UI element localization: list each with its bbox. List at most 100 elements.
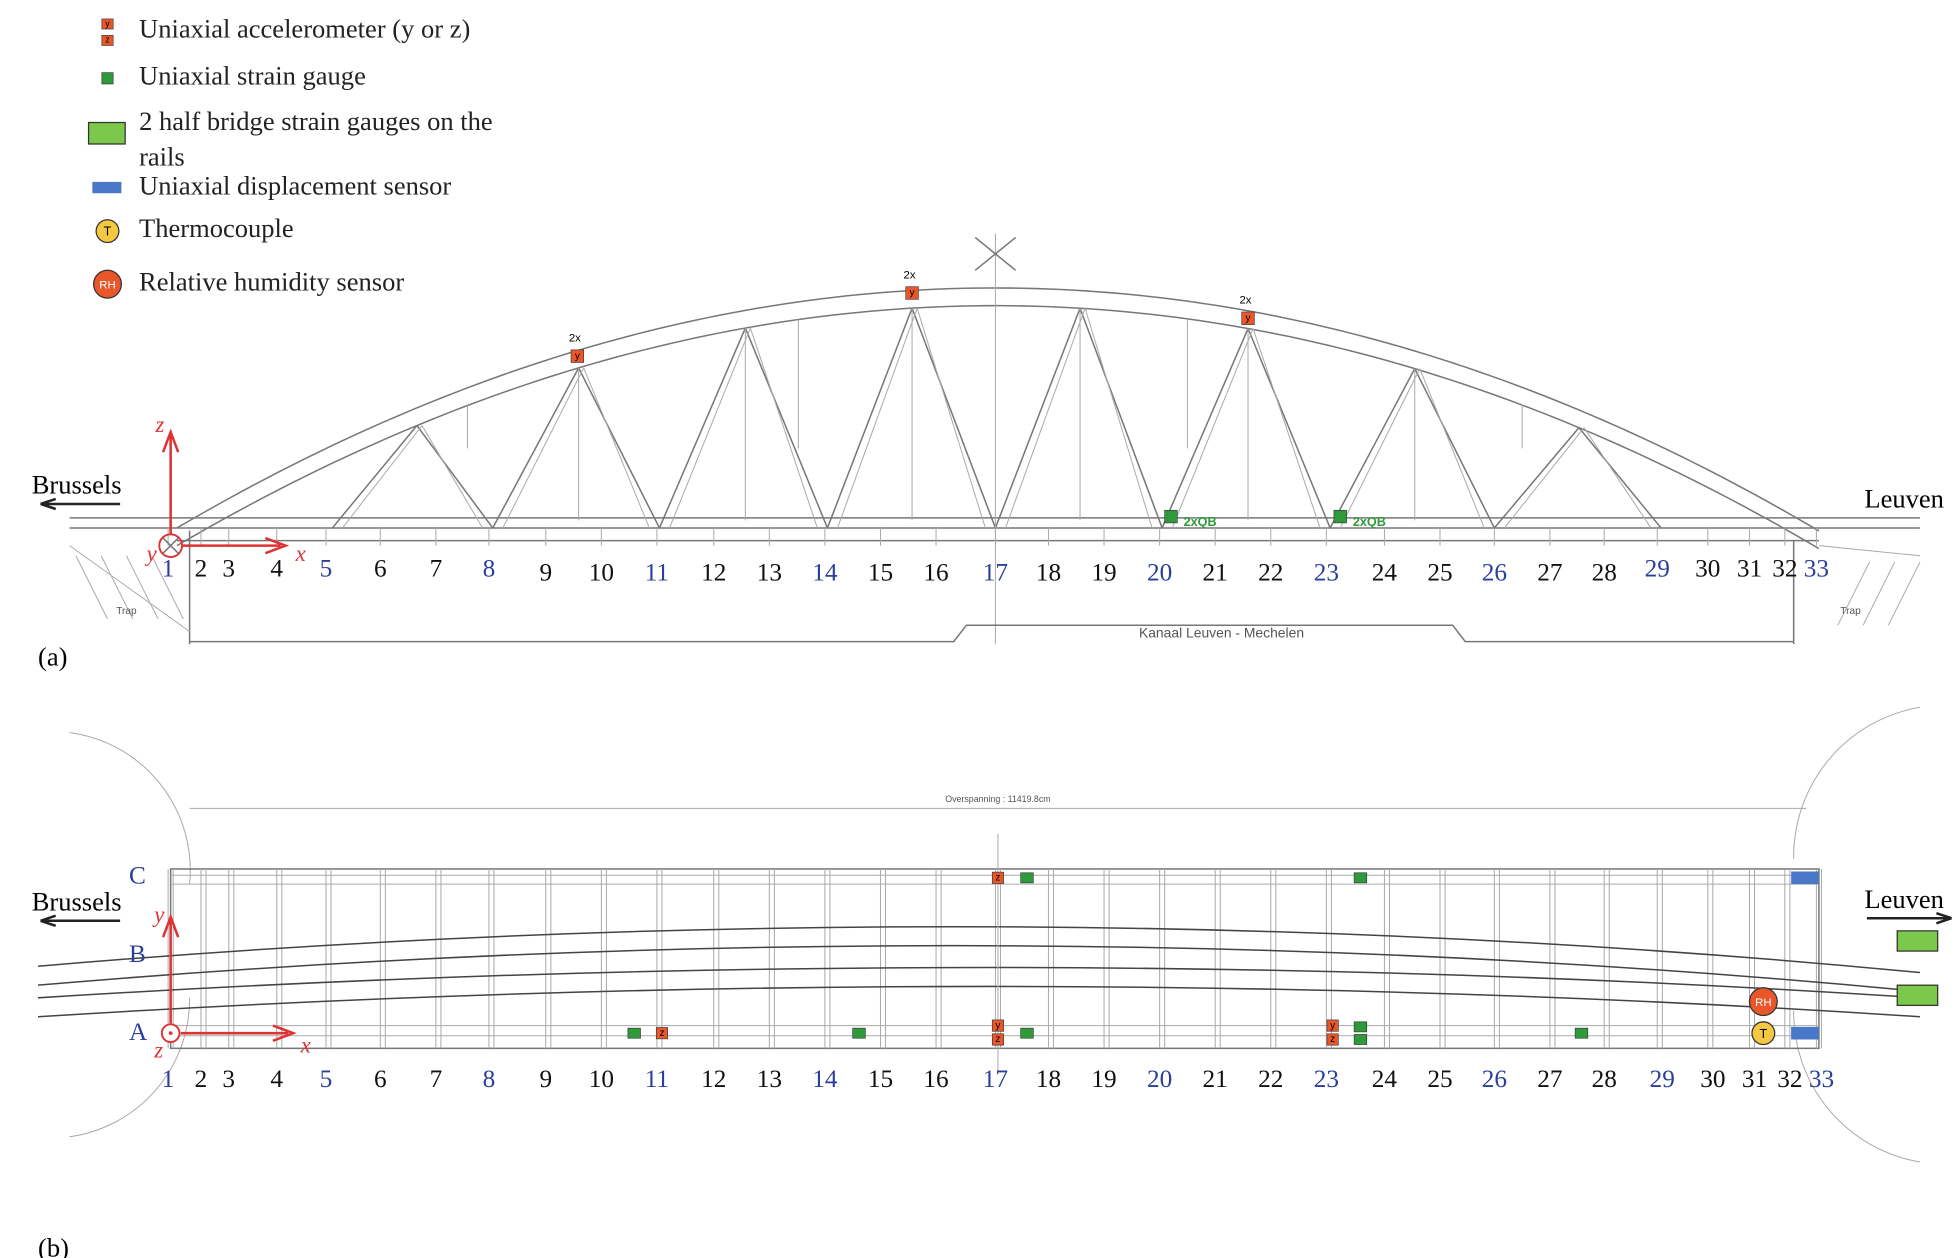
sensor [655,1027,668,1040]
line [1079,307,1163,529]
node-number: 14 [812,558,838,586]
line [125,555,159,620]
node-number: 13 [757,1065,782,1093]
line [502,367,585,529]
sensor [570,349,584,363]
node-number: 21 [1203,558,1228,586]
city: Leuven [1864,484,1944,514]
line [69,545,190,632]
line [1171,328,1254,529]
node-number: 8 [483,555,496,583]
legend-label: 2 half bridge strain gauges on the rails [139,106,493,172]
node-number: 18 [1036,558,1061,586]
legend-label: 2 half bridge strain gauges on the rails [139,106,493,172]
axis-label: x [300,1032,311,1057]
node-number: 15 [868,1065,893,1093]
row-label: A [129,1018,148,1046]
node-number: 1 [162,555,175,583]
thermocouple [1751,1021,1776,1046]
arrow [40,497,121,511]
line [974,236,1017,271]
sensor-count: 2x [904,269,916,281]
line [577,367,661,529]
node-number: 22 [1258,558,1283,586]
sensor-label: y [910,288,916,299]
node-number: 24 [1372,1065,1398,1093]
line [744,327,829,529]
node-number: 17 [983,558,1008,586]
node-number: 30 [1700,1065,1725,1093]
line [1005,308,1086,529]
line [916,307,986,529]
node-number: 29 [1650,1065,1675,1093]
origin-dot [168,1031,173,1036]
sensor-label: z [995,1034,1000,1045]
legend-icon: RH [99,279,115,291]
node-number: 10 [589,558,614,586]
legend: yz T RH Uniaxial accelerometer (y or z) Unia… [87,14,493,299]
sensor-label: y [1246,313,1252,324]
sensor [852,1027,866,1039]
node-number: 5 [320,1065,333,1093]
panel-label: (b) [38,1233,69,1258]
node-number: 24 [1372,558,1398,586]
axis-x [182,536,290,555]
sensor [627,1027,641,1039]
sensor [991,1033,1004,1046]
axis-label: z [154,412,164,437]
node-number: 18 [1036,1065,1061,1093]
line [75,555,108,620]
arrow [1866,911,1952,925]
line [749,327,818,529]
line [1578,427,1662,529]
axis-label: x [295,541,306,566]
sensor-label: y [995,1020,1001,1031]
node-number: 1 [162,1065,175,1093]
displacement-icon [92,181,122,194]
line [1161,328,1249,529]
node-number: 22 [1258,1065,1283,1093]
line [492,367,580,529]
sensor [1326,1019,1339,1032]
line [1887,561,1921,626]
line [416,425,494,529]
sensor [1020,872,1034,884]
displacement-sensor [1791,871,1819,885]
node-number: 3 [222,1065,235,1093]
line [669,327,751,529]
track [37,966,1921,999]
axis-label: y [152,902,165,927]
line [1252,328,1321,529]
line [421,425,484,529]
node-number: 25 [1427,1065,1452,1093]
arrow [40,914,121,928]
node-number: 15 [868,558,893,586]
node-number: 6 [374,555,387,583]
node-number: 20 [1147,1065,1172,1093]
line [1862,561,1896,626]
line [1339,368,1421,529]
line [1414,368,1496,529]
line [162,537,179,554]
node-number: 23 [1314,1065,1339,1093]
node-number: 31 [1737,555,1762,583]
line [1084,308,1153,529]
plan-view: Overspanning : 11419.8cmCBAzzyzyzRHTyxzB… [32,706,1952,1258]
node-number: 16 [923,1065,948,1093]
sensor [101,18,114,30]
sensor-count: 2x [1240,295,1252,307]
node-number: 2 [195,555,208,583]
track [37,985,1921,1018]
sensor-label: z [1330,1034,1335,1045]
sensor-count: 2x [569,332,581,344]
sensor [991,871,1004,884]
sensor-label: y [1330,1020,1336,1031]
legend-icon: z [105,35,109,45]
axis-y [161,913,180,1024]
node-number: 23 [1314,558,1339,586]
arch-outer [176,287,1820,532]
city: Brussels [32,470,122,500]
node-number: 16 [923,558,948,586]
sensor [1353,872,1368,884]
node-number: 7 [430,555,443,583]
